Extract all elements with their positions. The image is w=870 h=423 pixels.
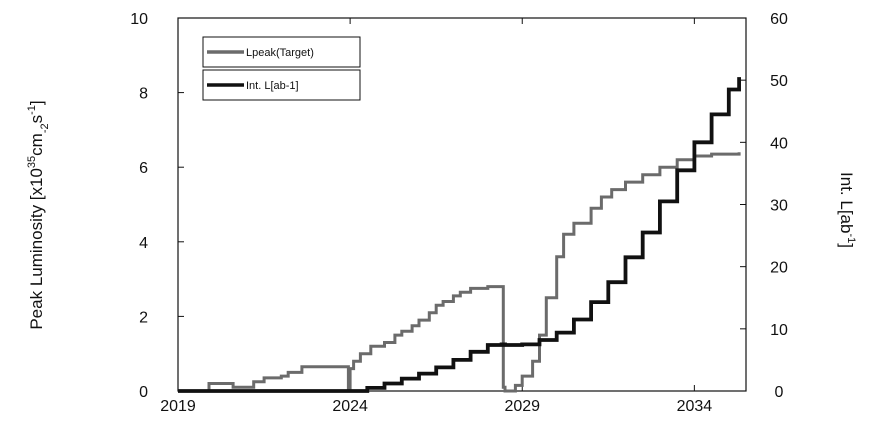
right-y-tick-label: 60 (770, 11, 788, 28)
right-y-axis-label: Int. L[ab-1] (837, 172, 857, 248)
x-tick-label: 2034 (677, 398, 713, 415)
x-tick-label: 2019 (160, 398, 196, 415)
right-y-axis-ticks: 0 10 20 30 40 50 60 (740, 11, 788, 401)
series-line-lpeak (178, 152, 741, 393)
left-y-tick-label: 10 (130, 11, 148, 28)
legend-label-intl: Int. L[ab-1] (246, 80, 299, 92)
left-y-tick-label: 0 (139, 384, 148, 401)
left-y-axis-ticks: 0 2 4 6 8 10 (130, 11, 184, 401)
right-y-tick-label: 10 (770, 322, 788, 339)
left-y-axis-label: Peak Luminosity [x1035cm-2s-1] (26, 100, 51, 329)
right-y-tick-label: 20 (770, 260, 788, 277)
left-y-tick-label: 6 (139, 160, 148, 177)
x-tick-label: 2024 (332, 398, 368, 415)
legend-label-lpeak: Lpeak(Target) (246, 47, 314, 59)
right-y-tick-label: 50 (770, 73, 788, 90)
left-y-tick-label: 2 (139, 309, 148, 326)
left-y-tick-label: 4 (139, 235, 148, 252)
legend: Lpeak(Target) Int. L[ab-1] (202, 36, 361, 101)
x-tick-label: 2029 (504, 398, 540, 415)
series-layer (178, 77, 741, 393)
left-y-tick-label: 8 (139, 86, 148, 103)
right-y-tick-label: 30 (770, 198, 788, 215)
x-axis-ticks: 2019 2024 2029 2034 (160, 18, 712, 415)
right-y-tick-label: 40 (770, 135, 788, 152)
series-line-int-l (178, 77, 741, 393)
right-y-tick-label: 0 (775, 384, 784, 401)
